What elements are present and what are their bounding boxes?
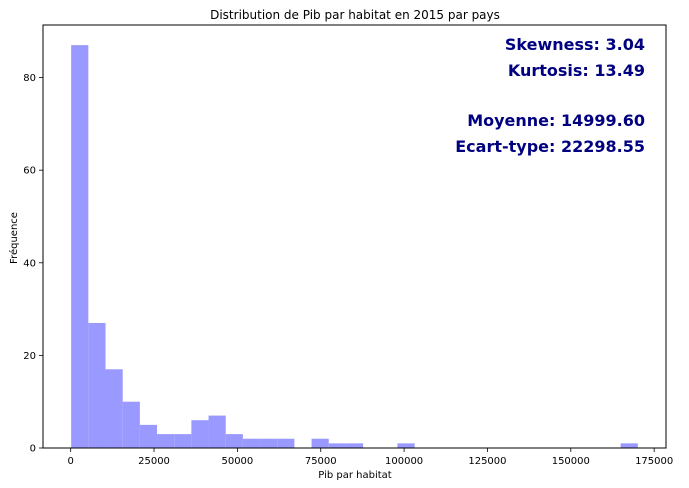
y-tick-label: 60 xyxy=(23,166,36,177)
x-tick-label: 0 xyxy=(67,456,73,467)
y-axis-label: Fréquence xyxy=(8,212,20,264)
histogram-bar-0 xyxy=(71,45,89,449)
histogram-bar-3 xyxy=(122,401,140,448)
x-axis-label: Pib par habitat xyxy=(318,470,392,481)
x-tick-label: 50000 xyxy=(221,456,253,467)
y-tick-label: 20 xyxy=(23,351,36,362)
histogram-bar-4 xyxy=(139,424,158,448)
chart-title: Distribution de Pib par habitat en 2015 … xyxy=(210,8,500,22)
bars-group xyxy=(71,45,638,449)
histogram-bar-15 xyxy=(328,443,346,448)
y-axis-ticks: 0 20 40 60 80 xyxy=(23,73,43,455)
histogram-bar-7 xyxy=(191,420,209,448)
x-tick-label: 100000 xyxy=(385,456,423,467)
x-tick-label: 125000 xyxy=(468,456,506,467)
x-axis-ticks: 0 25000 50000 75000 100000 125000 150000 175000 xyxy=(67,448,673,467)
stat-annotation-3: Ecart-type: 22298.55 xyxy=(455,137,645,156)
histogram-bar-19 xyxy=(397,443,415,448)
histogram-bar-5 xyxy=(157,434,175,448)
plot-frame xyxy=(42,24,667,449)
y-tick-label: 40 xyxy=(23,258,36,269)
histogram-bar-14 xyxy=(311,438,329,448)
histogram-bar-11 xyxy=(260,438,278,448)
histogram-bar-1 xyxy=(88,322,106,448)
x-tick-label: 150000 xyxy=(552,456,590,467)
x-tick-label: 25000 xyxy=(138,456,170,467)
histogram-bar-32 xyxy=(620,443,638,448)
stat-annotation-1: Kurtosis: 13.49 xyxy=(508,61,645,80)
histogram-bar-10 xyxy=(242,438,261,448)
y-tick-label: 80 xyxy=(23,73,36,84)
histogram-bar-9 xyxy=(225,434,243,448)
stat-annotation-0: Skewness: 3.04 xyxy=(505,35,645,54)
stats-annotations: Skewness: 3.04 Kurtosis: 13.49 Moyenne: 14… xyxy=(455,35,645,156)
histogram-bar-6 xyxy=(174,434,192,448)
y-tick-label: 0 xyxy=(30,444,36,455)
histogram-bar-12 xyxy=(277,438,295,448)
histogram-bar-16 xyxy=(345,443,364,448)
x-tick-label: 175000 xyxy=(635,456,673,467)
stat-annotation-2: Moyenne: 14999.60 xyxy=(467,111,645,130)
x-tick-label: 75000 xyxy=(305,456,337,467)
histogram-bar-8 xyxy=(208,415,226,448)
histogram-bar-2 xyxy=(105,369,123,448)
